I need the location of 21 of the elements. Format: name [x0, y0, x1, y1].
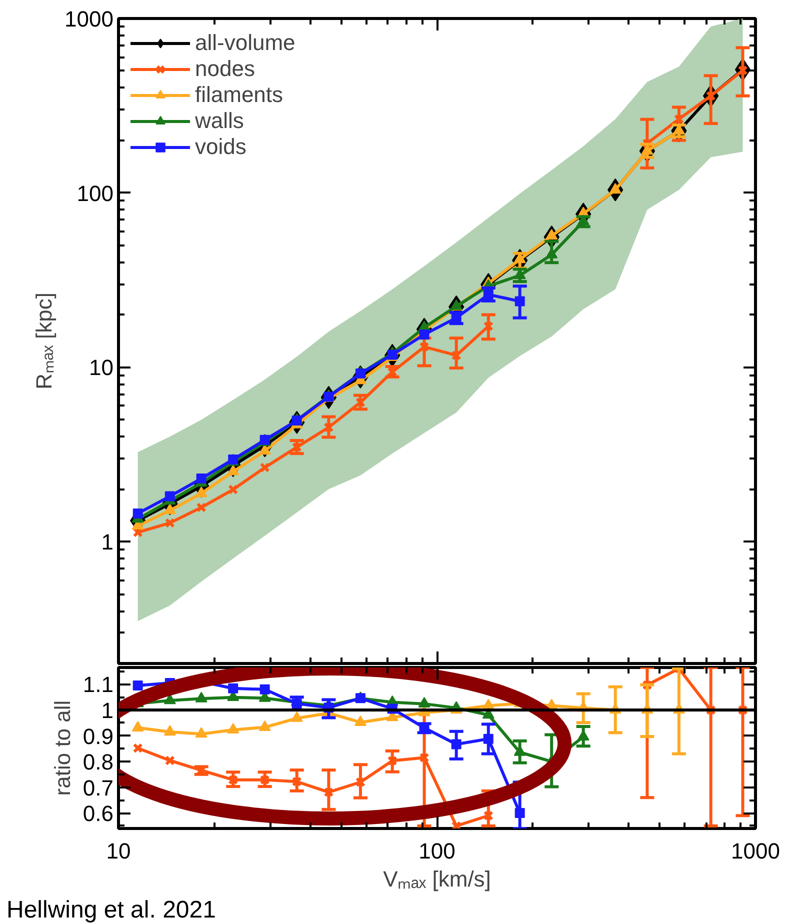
y-tick-label: 0.7	[82, 775, 114, 800]
y-axis-title: ratio to all	[50, 700, 75, 796]
text: Hellwing et al. 2021	[6, 896, 216, 923]
legend-label: voids	[195, 134, 246, 160]
legend-label: filaments	[195, 82, 284, 108]
y-tick-label: 0.8	[82, 750, 114, 775]
y-tick-label: 1	[101, 530, 114, 555]
y-tick-label: 0.6	[82, 801, 114, 826]
y-tick-label: 1.1	[82, 672, 114, 698]
legend-label: all-volume	[195, 30, 296, 56]
y-tick-label: 1000	[64, 6, 114, 32]
y-tick-label: 100	[76, 180, 114, 206]
y-tick-label: 0.9	[82, 724, 114, 749]
x-tick-label: 1000	[731, 838, 780, 864]
legend-label: nodes	[195, 56, 255, 82]
y-tick-label: 1	[101, 698, 114, 724]
x-tick-label: 100	[418, 838, 456, 864]
x-axis-title: Vₘₐₓ [km/s]	[383, 866, 491, 892]
y-tick-label: 10	[89, 355, 114, 380]
y-axis-title: Rₘₐₓ [kpc]	[32, 292, 57, 390]
legend-label: walls	[195, 108, 244, 134]
